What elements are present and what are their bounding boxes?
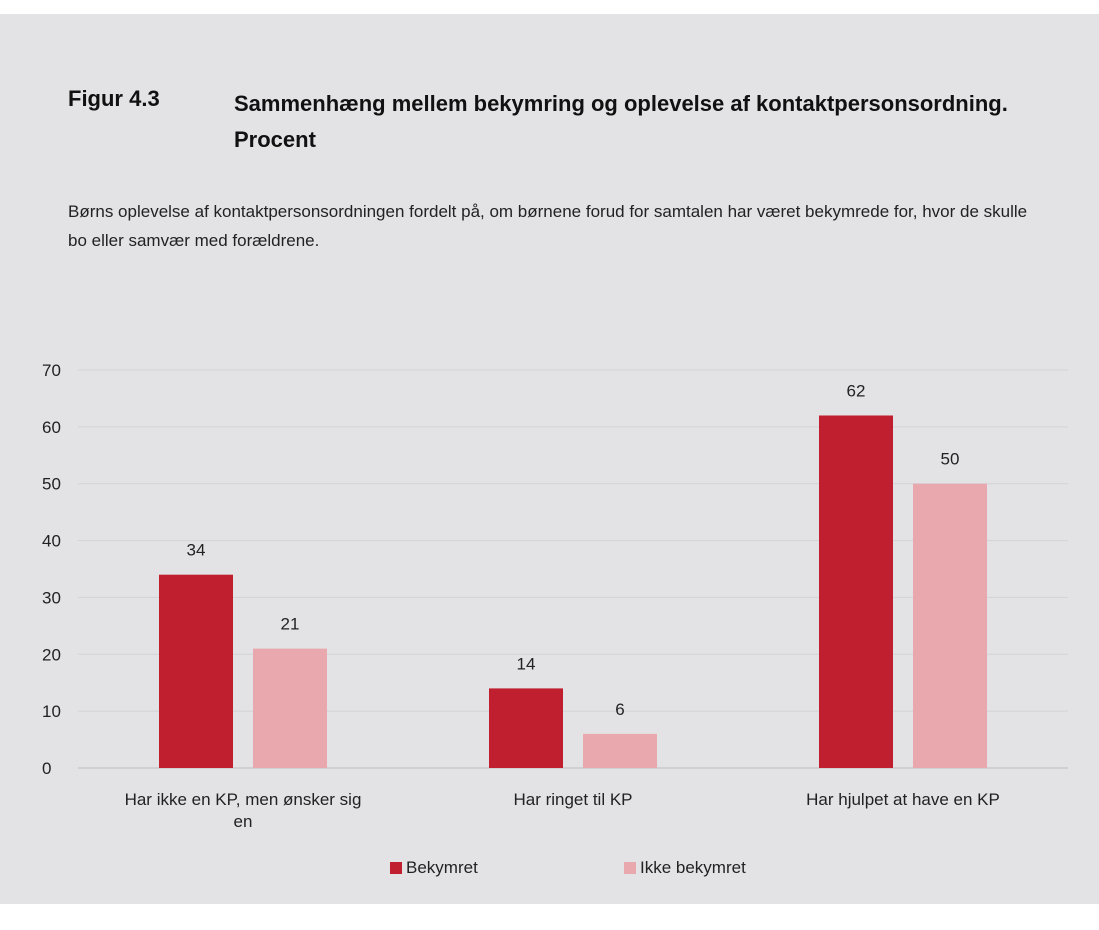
y-tick-label: 50	[42, 475, 61, 494]
x-tick-label: en	[234, 812, 253, 831]
y-tick-label: 70	[42, 361, 61, 380]
legend-swatch-bekymret	[390, 862, 402, 874]
x-tick-label: Har ringet til KP	[513, 790, 632, 809]
legend-swatch-ikke-bekymret	[624, 862, 636, 874]
legend-item-bekymret: Bekymret	[390, 858, 478, 878]
y-tick-label: 0	[42, 759, 51, 778]
y-tick-label: 30	[42, 588, 61, 607]
y-tick-label: 20	[42, 645, 61, 664]
bar	[913, 483, 987, 768]
data-label: 21	[281, 615, 300, 634]
data-label: 14	[517, 654, 536, 673]
x-tick-label: Har hjulpet at have en KP	[806, 790, 1000, 809]
x-tick-label: Har ikke en KP, men ønsker sig	[125, 790, 362, 809]
bar	[489, 688, 563, 768]
legend-label-bekymret: Bekymret	[406, 858, 478, 877]
chart-legend: Bekymret Ikke bekymret	[0, 858, 1099, 882]
bar	[583, 733, 657, 768]
bar	[159, 574, 233, 768]
y-tick-label: 60	[42, 418, 61, 437]
bar	[253, 648, 327, 768]
y-tick-label: 10	[42, 702, 61, 721]
legend-label-ikke-bekymret: Ikke bekymret	[640, 858, 746, 877]
figure-description: Børns oplevelse af kontaktpersonsordning…	[68, 202, 1028, 250]
data-label: 34	[187, 541, 206, 560]
data-label: 6	[615, 700, 624, 719]
bar	[819, 415, 893, 768]
figure-title: Sammenhæng mellem bekymring og oplevelse…	[234, 91, 1008, 152]
data-label: 50	[941, 450, 960, 469]
figure-label: Figur 4.3	[68, 86, 160, 111]
legend-item-ikke-bekymret: Ikke bekymret	[624, 858, 746, 878]
y-tick-label: 40	[42, 532, 61, 551]
data-label: 62	[847, 381, 866, 400]
